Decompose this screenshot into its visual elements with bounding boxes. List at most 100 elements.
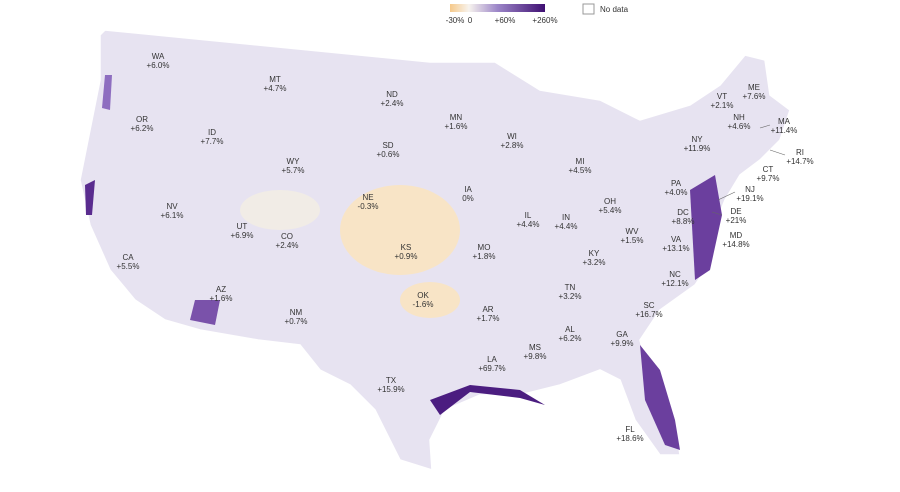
state-change: +2.4% (381, 99, 404, 108)
state-change: +2.4% (276, 241, 299, 250)
state-abbr: OK (417, 291, 429, 300)
state-change: +11.4% (771, 126, 798, 135)
legend-label: 0 (468, 16, 473, 25)
state-change: +0.9% (395, 252, 418, 261)
state-change: +4.6% (728, 122, 751, 131)
state-change: +4.0% (665, 188, 688, 197)
state-change: +3.2% (583, 258, 606, 267)
state-abbr: WA (152, 52, 165, 61)
state-abbr: NM (290, 308, 303, 317)
legend-scale (450, 4, 545, 12)
legend-label: +260% (532, 16, 557, 25)
state-change: -0.3% (358, 202, 379, 211)
state-change: +9.8% (524, 352, 547, 361)
state-change: +1.6% (445, 122, 468, 131)
state-abbr: MT (269, 75, 281, 84)
state-abbr: ID (208, 128, 216, 137)
state-abbr: CT (763, 165, 774, 174)
state-change: +7.7% (201, 137, 224, 146)
state-change: +9.9% (611, 339, 634, 348)
state-change: +6.9% (231, 231, 254, 240)
map-shading (85, 75, 722, 450)
state-abbr: MN (450, 113, 463, 122)
state-abbr: TN (565, 283, 576, 292)
state-abbr: MD (730, 231, 743, 240)
leader-lines (711, 124, 786, 216)
legend-no-data: No data (600, 5, 629, 14)
state-change: +0.7% (285, 317, 308, 326)
state-abbr: DC (677, 208, 689, 217)
state-abbr: MA (778, 117, 791, 126)
state-abbr: NY (691, 135, 703, 144)
state-change: +6.2% (559, 334, 582, 343)
state-change: +14.8% (722, 240, 749, 249)
state-abbr: WV (626, 227, 640, 236)
state-abbr: NV (166, 202, 178, 211)
state-abbr: NE (362, 193, 373, 202)
state-change: +4.5% (569, 166, 592, 175)
state-abbr: VT (717, 92, 727, 101)
legend-label: +60% (495, 16, 516, 25)
state-abbr: CA (122, 253, 134, 262)
state-abbr: PA (671, 179, 682, 188)
state-change: 0% (462, 194, 474, 203)
state-abbr: ND (386, 90, 398, 99)
state-abbr: OH (604, 197, 616, 206)
state-abbr: NH (733, 113, 745, 122)
legend-label: -30% (446, 16, 465, 25)
state-abbr: IN (562, 213, 570, 222)
state-abbr: LA (487, 355, 497, 364)
state-change: +4.4% (517, 220, 540, 229)
state-abbr: NC (669, 270, 681, 279)
state-change: +14.7% (786, 157, 813, 166)
state-change: +4.4% (555, 222, 578, 231)
state-change: +19.1% (736, 194, 763, 203)
state-change: +6.1% (161, 211, 184, 220)
state-abbr: CO (281, 232, 293, 241)
state-abbr: IL (525, 211, 532, 220)
state-abbr: MO (478, 243, 491, 252)
state-abbr: WI (507, 132, 517, 141)
state-change: +5.4% (599, 206, 622, 215)
state-change: +6.0% (147, 61, 170, 70)
state-abbr: AR (482, 305, 493, 314)
state-abbr: UT (237, 222, 248, 231)
state-change: +21% (726, 216, 747, 225)
state-abbr: KS (401, 243, 412, 252)
state-change: +13.1% (662, 244, 689, 253)
state-abbr: FL (625, 425, 635, 434)
state-abbr: TX (386, 376, 397, 385)
state-change: +18.6% (616, 434, 643, 443)
state-change: +69.7% (478, 364, 505, 373)
state-abbr: SD (382, 141, 393, 150)
state-abbr: RI (796, 148, 804, 157)
state-change: +5.7% (282, 166, 305, 175)
state-change: +2.8% (501, 141, 524, 150)
state-change: +6.2% (131, 124, 154, 133)
state-change: +16.7% (635, 310, 662, 319)
state-change: +12.1% (661, 279, 688, 288)
state-change: +15.9% (377, 385, 404, 394)
state-abbr: ME (748, 83, 760, 92)
state-change: +9.7% (757, 174, 780, 183)
state-abbr: SC (643, 301, 654, 310)
state-abbr: NJ (745, 185, 755, 194)
legend-no-data-swatch (582, 3, 595, 15)
state-change: +0.6% (377, 150, 400, 159)
state-abbr: MI (576, 157, 585, 166)
state-abbr: AZ (216, 285, 226, 294)
state-change: +7.6% (743, 92, 766, 101)
state-abbr: OR (136, 115, 148, 124)
state-change: -1.6% (413, 300, 434, 309)
state-abbr: WY (287, 157, 301, 166)
state-abbr: DE (730, 207, 741, 216)
state-change: +1.6% (210, 294, 233, 303)
state-change: +4.7% (264, 84, 287, 93)
state-abbr: MS (529, 343, 541, 352)
state-change: +8.8% (672, 217, 695, 226)
state-change: +3.2% (559, 292, 582, 301)
state-change: +1.8% (473, 252, 496, 261)
state-change: +5.5% (117, 262, 140, 271)
state-abbr: IA (464, 185, 472, 194)
